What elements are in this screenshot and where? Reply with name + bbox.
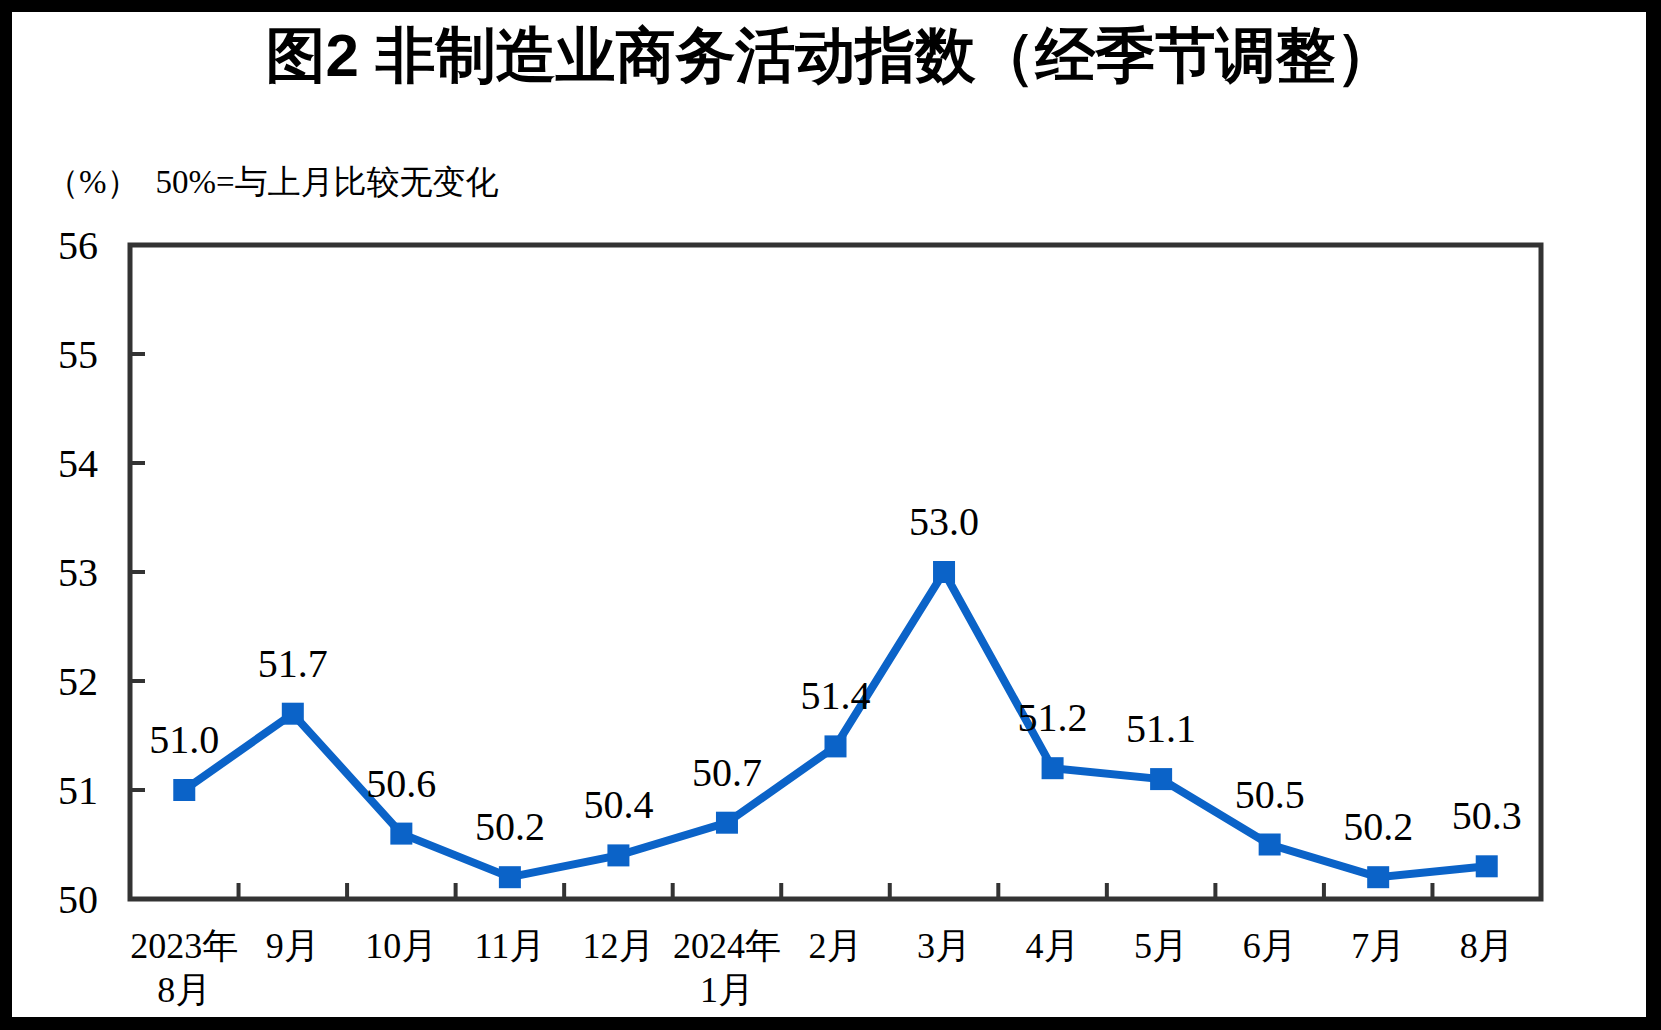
data-point-label: 51.2 bbox=[1018, 695, 1088, 740]
x-tick-label: 2024年1月 bbox=[673, 926, 781, 1010]
x-tick-label: 8月 bbox=[1460, 926, 1514, 966]
x-tick-label: 4月 bbox=[1026, 926, 1080, 966]
x-tick-label: 2月 bbox=[809, 926, 863, 966]
y-tick-label: 53 bbox=[58, 550, 98, 595]
y-tick-label: 52 bbox=[58, 659, 98, 704]
x-tick-label: 3月 bbox=[917, 926, 971, 966]
data-point-label: 50.6 bbox=[366, 761, 436, 806]
x-tick-label: 11月 bbox=[475, 926, 546, 966]
x-tick-label: 5月 bbox=[1134, 926, 1188, 966]
data-point-marker bbox=[173, 779, 195, 801]
x-tick-label: 12月 bbox=[582, 926, 654, 966]
data-point-label: 51.4 bbox=[801, 673, 871, 718]
data-point-marker bbox=[1150, 768, 1172, 790]
x-tick-label: 7月 bbox=[1351, 926, 1405, 966]
data-point-marker bbox=[390, 823, 412, 845]
y-tick-label: 51 bbox=[58, 768, 98, 813]
y-tick-label: 54 bbox=[58, 441, 98, 486]
series-line bbox=[184, 572, 1486, 877]
data-point-label: 51.1 bbox=[1126, 706, 1196, 751]
data-point-label: 50.3 bbox=[1452, 793, 1522, 838]
data-point-marker bbox=[825, 735, 847, 757]
y-tick-label: 56 bbox=[58, 223, 98, 268]
x-tick-label: 9月 bbox=[266, 926, 320, 966]
plot-border bbox=[130, 245, 1541, 899]
screenshot-frame: 图2 非制造业商务活动指数（经季节调整） （%）50%=与上月比较无变化 505… bbox=[0, 0, 1661, 1030]
data-point-label: 51.7 bbox=[258, 641, 328, 686]
x-tick-label: 10月 bbox=[365, 926, 437, 966]
data-point-label: 50.5 bbox=[1235, 772, 1305, 817]
data-point-marker bbox=[1367, 866, 1389, 888]
y-tick-label: 50 bbox=[58, 877, 98, 922]
y-tick-label: 55 bbox=[58, 332, 98, 377]
data-point-marker bbox=[499, 866, 521, 888]
x-tick-label: 6月 bbox=[1243, 926, 1297, 966]
data-point-marker bbox=[933, 561, 955, 583]
x-tick-label: 2023年8月 bbox=[130, 926, 238, 1010]
line-chart: 50 51 52 53 54 55 56 2023年8月 9月 10月 11月 12月 2024年1月 2… bbox=[0, 0, 1661, 1030]
data-point-label: 50.2 bbox=[1343, 804, 1413, 849]
data-point-marker bbox=[1476, 855, 1498, 877]
data-point-label: 50.7 bbox=[692, 750, 762, 795]
data-point-label: 51.0 bbox=[149, 717, 219, 762]
data-point-marker bbox=[607, 844, 629, 866]
data-point-marker bbox=[1042, 757, 1064, 779]
data-point-marker bbox=[716, 812, 738, 834]
data-point-label: 50.4 bbox=[583, 782, 653, 827]
data-point-label: 50.2 bbox=[475, 804, 545, 849]
data-point-marker bbox=[282, 703, 304, 725]
data-point-label: 53.0 bbox=[909, 499, 979, 544]
data-point-marker bbox=[1259, 834, 1281, 856]
